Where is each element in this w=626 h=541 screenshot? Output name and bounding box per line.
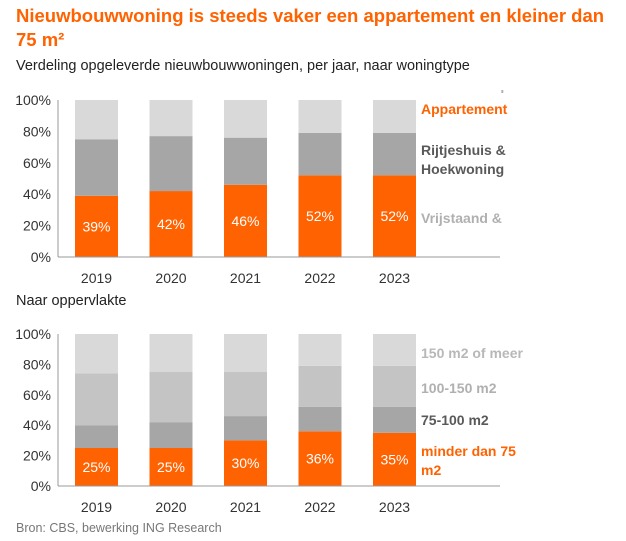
bar-segment-150-m2-of-meer	[298, 334, 342, 366]
bar-segment-100-150-m2	[224, 372, 267, 417]
bar-segment-rijtjeshuis-hoekwoning	[298, 132, 342, 176]
y-tick-label: 80%	[23, 123, 51, 139]
bar-segment-100-150-m2	[298, 365, 342, 407]
bar-segment-minder-dan-75-m2	[224, 440, 267, 486]
y-tick-label: 100%	[15, 92, 51, 108]
y-tick-label: 100%	[15, 326, 51, 342]
data-label: 52%	[380, 208, 408, 224]
bar-segment-150-m2-of-meer	[75, 334, 118, 374]
x-tick-label: 2022	[304, 499, 335, 515]
x-tick-label: 2019	[81, 499, 112, 515]
bar-segment-vrijstaand-2-onder-1kap	[298, 100, 342, 133]
x-tick-label: 2021	[230, 270, 261, 286]
chart-title: Nieuwbouwwoning is steeds vaker een appa…	[16, 5, 605, 50]
data-label: 25%	[82, 459, 110, 475]
legend-label: Appartement	[421, 101, 508, 117]
bar-segment-appartement	[224, 184, 267, 257]
x-tick-label: 2022	[304, 270, 335, 286]
source-note: Bron: CBS, bewerking ING Research	[16, 521, 222, 535]
chart-oppervlakte: 0% 20% 40% 60% 80% 100% 25% 2019 25% 2020 30% 2021 3…	[15, 326, 523, 515]
bar-segment-75-100-m2	[75, 425, 118, 448]
bar-segment-75-100-m2	[373, 406, 416, 433]
data-label: 42%	[157, 216, 185, 232]
bar-segment-minder-dan-75-m2	[149, 448, 193, 486]
x-tick-label: 2023	[379, 499, 410, 515]
bar-segment-75-100-m2	[149, 422, 193, 448]
bar-segment-appartement	[298, 175, 342, 257]
y-tick-label: 80%	[23, 356, 51, 372]
bar-segment-rijtjeshuis-hoekwoning	[373, 132, 416, 176]
legend-label: minder dan 75	[421, 443, 516, 459]
data-label: 52%	[306, 208, 334, 224]
bar-segment-150-m2-of-meer	[373, 334, 416, 366]
data-label: 36%	[306, 451, 334, 467]
bar-segment-vrijstaand-2-onder-1kap	[149, 100, 193, 137]
data-label: 30%	[231, 455, 259, 471]
legend-label: Hoekwoning	[421, 161, 504, 177]
bar-segment-appartement	[149, 191, 193, 257]
bar-segment-150-m2-of-meer	[224, 334, 267, 372]
bar-segment-vrijstaand-2-onder-1kap	[224, 100, 267, 138]
bar-segment-minder-dan-75-m2	[75, 448, 118, 486]
bar-segment-rijtjeshuis-hoekwoning	[75, 139, 118, 196]
x-tick-label: 2021	[230, 499, 261, 515]
legend-label: m2	[421, 462, 441, 478]
data-label: 35%	[380, 451, 408, 467]
y-tick-label: 20%	[23, 448, 51, 464]
legend-label: 100-150 m2	[421, 380, 497, 396]
y-tick-label: 40%	[23, 417, 51, 433]
x-tick-label: 2020	[155, 499, 186, 515]
chart-woningtype: 0% 20% 40% 60% 80% 100% 39% 2019 42% 2020 46% 2021 5…	[15, 90, 509, 286]
x-tick-label: 2019	[81, 270, 112, 286]
bar-segment-rijtjeshuis-hoekwoning	[224, 137, 267, 185]
bar-segment-appartement	[373, 175, 416, 257]
legend-label: 75-100 m2	[421, 412, 489, 428]
bar-segment-vrijstaand-2-onder-1kap	[373, 100, 416, 133]
data-label: 46%	[231, 213, 259, 229]
bar-segment-75-100-m2	[298, 406, 342, 432]
y-tick-label: 60%	[23, 387, 51, 403]
y-tick-label: 0%	[31, 249, 51, 265]
legend-label: Rijtjeshuis &	[421, 142, 506, 158]
data-label: 25%	[157, 459, 185, 475]
x-tick-label: 2020	[155, 270, 186, 286]
x-tick-label: 2023	[379, 270, 410, 286]
bar-segment-100-150-m2	[373, 365, 416, 407]
bar-segment-100-150-m2	[75, 373, 118, 426]
bar-segment-150-m2-of-meer	[149, 334, 193, 372]
bar-segment-appartement	[75, 195, 118, 257]
legend-label: 2-onder-1kap	[421, 90, 509, 93]
y-tick-label: 0%	[31, 478, 51, 494]
bar-segment-minder-dan-75-m2	[298, 431, 342, 486]
legend-label: 150 m2 of meer	[421, 345, 523, 361]
data-label: 39%	[82, 218, 110, 234]
legend-label: Vrijstaand &	[421, 210, 502, 226]
y-tick-label: 40%	[23, 186, 51, 202]
chart2-subtitle: Naar oppervlakte	[16, 293, 127, 309]
bar-segment-100-150-m2	[149, 372, 193, 423]
bar-segment-minder-dan-75-m2	[373, 432, 416, 486]
bar-segment-vrijstaand-2-onder-1kap	[75, 100, 118, 140]
chart1-subtitle: Verdeling opgeleverde nieuwbouwwoningen,…	[16, 58, 470, 74]
y-tick-label: 20%	[23, 218, 51, 234]
y-tick-label: 60%	[23, 155, 51, 171]
bar-segment-75-100-m2	[224, 416, 267, 441]
bar-segment-rijtjeshuis-hoekwoning	[149, 136, 193, 192]
